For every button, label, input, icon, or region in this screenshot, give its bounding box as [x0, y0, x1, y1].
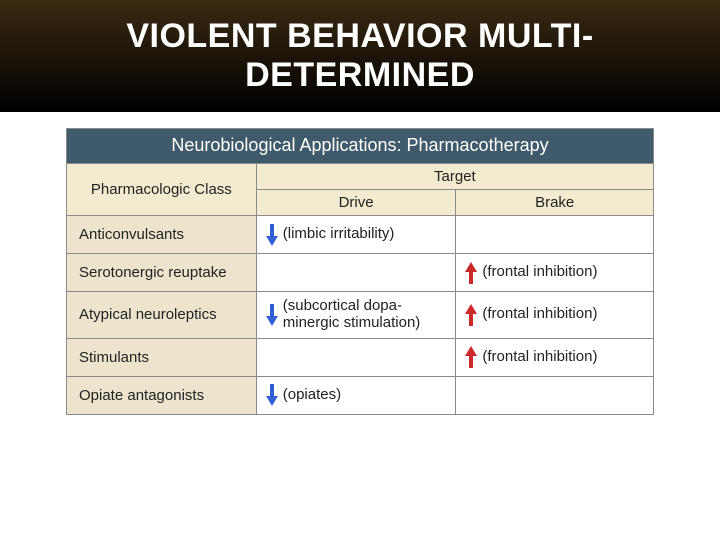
table-row: Opiate antagonists (opiates)	[67, 376, 654, 414]
row-label: Serotonergic reuptake	[67, 254, 257, 292]
row-label: Anticonvulsants	[67, 216, 257, 254]
table-row: Stimulants (frontal inhibition)	[67, 338, 654, 376]
row-label: Atypical neuroleptics	[67, 292, 257, 339]
drive-text: (subcortical dopa-minergic stimulation)	[283, 298, 421, 332]
brake-cell	[456, 216, 654, 254]
drive-cell: (opiates)	[256, 376, 456, 414]
drive-cell	[256, 338, 456, 376]
slide-title: VIOLENT BEHAVIOR MULTI-DETERMINED	[126, 17, 593, 95]
col-header-target: Target	[256, 164, 653, 190]
drive-text: (opiates)	[283, 387, 341, 404]
col-header-drive: Drive	[256, 190, 456, 216]
table-row: Serotonergic reuptake (frontal inhibitio…	[67, 254, 654, 292]
slide: VIOLENT BEHAVIOR MULTI-DETERMINED Neurob…	[0, 0, 720, 540]
figure-title: Neurobiological Applications: Pharmacoth…	[66, 128, 654, 163]
drive-text: (limbic irritability)	[283, 226, 395, 243]
down-arrow-icon	[265, 384, 279, 406]
col-header-brake: Brake	[456, 190, 654, 216]
col-header-pharmacologic-class: Pharmacologic Class	[67, 164, 257, 216]
row-label: Opiate antagonists	[67, 376, 257, 414]
brake-cell	[456, 376, 654, 414]
row-label: Stimulants	[67, 338, 257, 376]
table-head: Pharmacologic Class Target Drive Brake	[67, 164, 654, 216]
brake-cell: (frontal inhibition)	[456, 292, 654, 339]
title-band: VIOLENT BEHAVIOR MULTI-DETERMINED	[0, 0, 720, 112]
down-arrow-icon	[265, 224, 279, 246]
down-arrow-icon	[265, 304, 279, 326]
table-body: Anticonvulsants (limbic irritability) Se…	[67, 216, 654, 415]
brake-cell: (frontal inhibition)	[456, 338, 654, 376]
figure: Neurobiological Applications: Pharmacoth…	[66, 128, 654, 415]
brake-text: (frontal inhibition)	[482, 349, 597, 366]
up-arrow-icon	[464, 346, 478, 368]
drive-cell: (limbic irritability)	[256, 216, 456, 254]
up-arrow-icon	[464, 304, 478, 326]
brake-cell: (frontal inhibition)	[456, 254, 654, 292]
drive-cell: (subcortical dopa-minergic stimulation)	[256, 292, 456, 339]
brake-text: (frontal inhibition)	[482, 306, 597, 323]
up-arrow-icon	[464, 262, 478, 284]
table-row: Atypical neuroleptics (subcortical dopa-…	[67, 292, 654, 339]
table-row: Anticonvulsants (limbic irritability)	[67, 216, 654, 254]
brake-text: (frontal inhibition)	[482, 264, 597, 281]
drive-cell	[256, 254, 456, 292]
pharma-table: Pharmacologic Class Target Drive Brake A…	[66, 163, 654, 415]
